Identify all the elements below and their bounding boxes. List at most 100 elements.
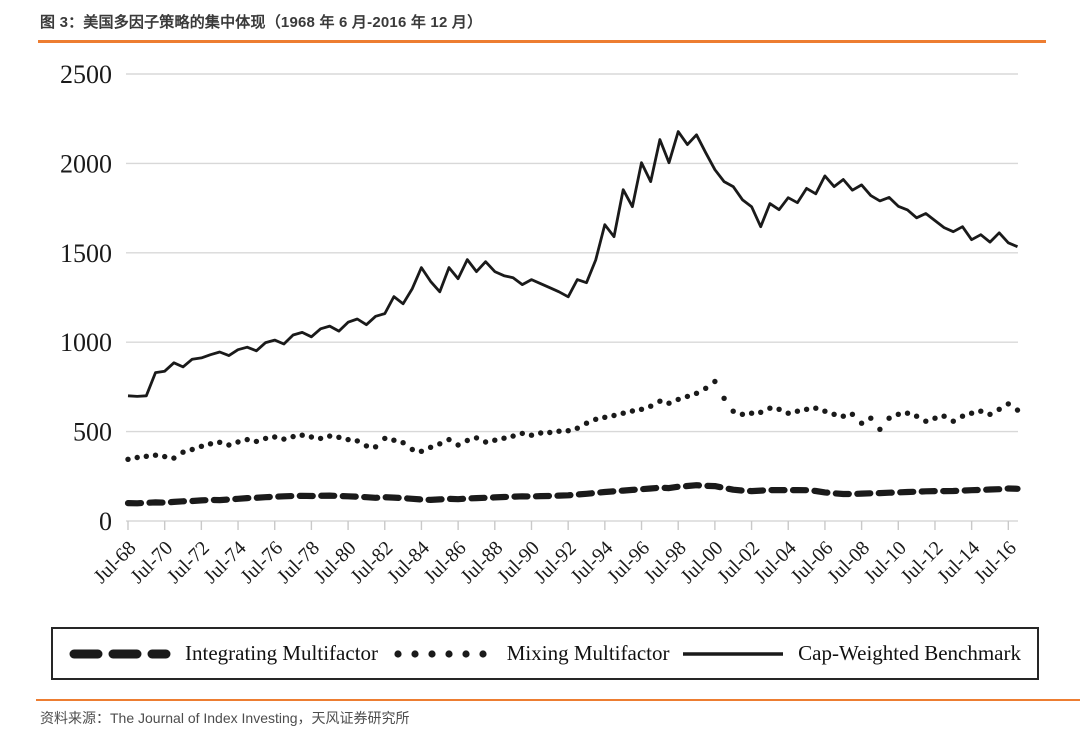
series-mixing-multifactor-dot bbox=[675, 396, 681, 403]
series-mixing-multifactor-dot bbox=[565, 428, 571, 434]
series-mixing-multifactor-dot bbox=[317, 435, 324, 442]
legend-item-integrating: Integrating Multifactor bbox=[66, 641, 378, 666]
series-mixing-multifactor-dot bbox=[519, 430, 525, 437]
series-mixing-multifactor-dot bbox=[693, 390, 700, 396]
series-mixing-multifactor-dot bbox=[363, 443, 370, 449]
series-mixing-multifactor-dot bbox=[272, 434, 278, 440]
series-mixing-multifactor-dot bbox=[776, 406, 782, 412]
series-mixing-multifactor-dot bbox=[666, 400, 672, 406]
legend-label-mixing: Mixing Multifactor bbox=[506, 641, 670, 665]
series-mixing-multifactor-dot bbox=[1005, 401, 1011, 407]
series-mixing-multifactor-dot bbox=[831, 411, 837, 417]
series-mixing-multifactor-dot bbox=[171, 455, 177, 461]
legend-label-benchmark: Cap-Weighted Benchmark bbox=[798, 641, 1021, 665]
series-mixing-multifactor-dot bbox=[409, 446, 415, 453]
series-mixing-multifactor-dot bbox=[482, 439, 489, 445]
series-mixing-multifactor-dot bbox=[152, 452, 159, 458]
series-mixing-multifactor-dot bbox=[253, 438, 260, 445]
series-mixing-multifactor-dot bbox=[684, 393, 691, 400]
series-mixing-multifactor-dot bbox=[987, 411, 993, 417]
series-mixing-multifactor-dot bbox=[143, 453, 149, 459]
series-mixing-multifactor-dot bbox=[336, 434, 342, 440]
series-mixing-multifactor-dot bbox=[574, 425, 580, 431]
series-mixing-multifactor-dot bbox=[913, 413, 920, 419]
series-mixing-multifactor-dot bbox=[593, 416, 599, 422]
series-mixing-multifactor-dot bbox=[611, 412, 617, 419]
series-mixing-multifactor-dot bbox=[730, 408, 736, 414]
series-mixing-multifactor-dot bbox=[657, 398, 663, 404]
series-mixing-multifactor-dot bbox=[244, 436, 250, 443]
series-mixing-multifactor-dot bbox=[455, 442, 461, 448]
series-mixing-multifactor-dot bbox=[813, 405, 819, 411]
title-divider bbox=[38, 40, 1046, 43]
series-mixing-multifactor-dot bbox=[602, 414, 608, 420]
legend-item-benchmark: Cap-Weighted Benchmark bbox=[681, 641, 1021, 666]
series-cap-weighted-benchmark-line bbox=[127, 130, 1019, 398]
series-mixing-multifactor-dot bbox=[400, 440, 406, 446]
series-mixing-multifactor-dot bbox=[629, 408, 636, 414]
series-mixing-multifactor-dot bbox=[180, 449, 186, 455]
series-mixing-multifactor-dot bbox=[198, 443, 205, 449]
series-mixing-multifactor-dot bbox=[391, 437, 397, 443]
series-mixing-multifactor-dot bbox=[767, 405, 773, 411]
series-mixing-multifactor-dot bbox=[877, 426, 883, 432]
series-mixing-multifactor-dot bbox=[739, 411, 746, 417]
series-mixing-multifactor-dot bbox=[858, 420, 865, 426]
series-mixing-multifactor-dot bbox=[492, 437, 498, 443]
series-mixing-multifactor-dot bbox=[886, 415, 892, 421]
series-mixing-multifactor-dot bbox=[904, 410, 911, 416]
series-mixing-multifactor-dot bbox=[785, 410, 791, 416]
series-mixing-multifactor-dot bbox=[703, 385, 709, 391]
series-mixing-multifactor-dot bbox=[528, 432, 535, 438]
series-mixing-multifactor-dot bbox=[446, 436, 452, 443]
series-mixing-multifactor-dot bbox=[262, 435, 269, 442]
y-axis-tick-label: 2500 bbox=[60, 60, 112, 89]
series-mixing-multifactor-dot bbox=[418, 448, 425, 454]
series-mixing-multifactor-dot bbox=[794, 408, 801, 414]
series-mixing-multifactor-dot bbox=[1014, 407, 1021, 413]
y-axis-tick-label: 500 bbox=[73, 418, 112, 447]
series-mixing-multifactor-dot bbox=[427, 444, 434, 450]
series-mixing-multifactor-dot bbox=[464, 437, 470, 444]
series-mixing-multifactor-dot bbox=[473, 435, 480, 441]
series-mixing-multifactor-dot bbox=[978, 408, 984, 414]
series-mixing-multifactor-dot bbox=[923, 418, 929, 424]
series-mixing-multifactor-dot bbox=[226, 442, 232, 448]
series-mixing-multifactor-dot bbox=[372, 444, 379, 450]
series-mixing-multifactor-dot bbox=[840, 413, 846, 419]
series-mixing-multifactor-dot bbox=[217, 439, 223, 445]
series-mixing-multifactor-dot bbox=[125, 456, 131, 462]
series-mixing-multifactor-dot bbox=[501, 435, 507, 441]
y-axis-tick-label: 2000 bbox=[60, 149, 112, 178]
series-mixing-multifactor-dot bbox=[547, 429, 553, 436]
series-mixing-multifactor-dot bbox=[868, 415, 874, 421]
footer-divider bbox=[36, 699, 1080, 701]
series-mixing-multifactor-dot bbox=[583, 420, 590, 426]
legend-label-integrating: Integrating Multifactor bbox=[185, 641, 379, 665]
series-mixing-multifactor-dot bbox=[556, 428, 562, 434]
series-mixing-multifactor-dot bbox=[959, 413, 966, 419]
source-note: 资料来源：The Journal of Index Investing，天风证券… bbox=[40, 710, 410, 726]
series-mixing-multifactor-dot bbox=[235, 439, 241, 445]
series-mixing-multifactor-dot bbox=[932, 415, 938, 421]
series-mixing-multifactor-dot bbox=[290, 433, 296, 440]
line-chart: 05001000150020002500Jul-68Jul-70Jul-72Ju… bbox=[60, 60, 1021, 588]
legend-item-mixing: Mixing Multifactor bbox=[390, 641, 670, 666]
series-mixing-multifactor-dot bbox=[748, 410, 755, 416]
series-mixing-multifactor-dot bbox=[803, 406, 810, 412]
series-mixing-multifactor-dot bbox=[299, 432, 305, 438]
figure-title: 图 3：美国多因子策略的集中体现（1968 年 6 月-2016 年 12 月） bbox=[40, 14, 483, 31]
chart-legend: Integrating Multifactor Mixing Multifact… bbox=[51, 627, 1039, 680]
series-mixing-multifactor-dot bbox=[648, 403, 654, 409]
series-mixing-multifactor-dot bbox=[950, 418, 956, 424]
series-mixing-multifactor-dot bbox=[382, 435, 388, 442]
series-mixing-multifactor-dot bbox=[437, 441, 443, 447]
dotted-line-icon bbox=[394, 649, 487, 658]
series-mixing-multifactor-dot bbox=[638, 406, 645, 412]
y-axis-tick-label: 0 bbox=[99, 507, 112, 536]
series-mixing-multifactor-dot bbox=[354, 438, 360, 444]
series-mixing-multifactor-dot bbox=[895, 411, 901, 417]
series-mixing-multifactor-dot bbox=[538, 430, 544, 436]
series-mixing-multifactor-dot bbox=[849, 411, 856, 417]
dashed-line-icon bbox=[69, 649, 171, 658]
